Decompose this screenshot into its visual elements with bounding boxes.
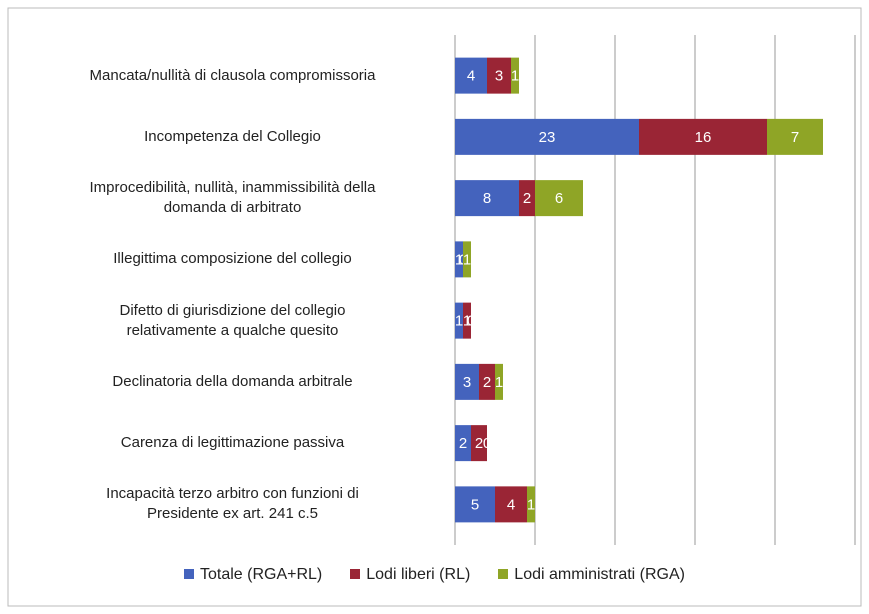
bar-segment bbox=[527, 486, 535, 523]
value-label: 0 bbox=[467, 313, 475, 330]
legend-swatch bbox=[498, 569, 509, 579]
value-label: 23 bbox=[539, 129, 556, 146]
value-label: 6 bbox=[555, 190, 563, 207]
value-label: 5 bbox=[471, 496, 479, 513]
frame bbox=[7, 7, 862, 607]
bar-segment bbox=[455, 302, 463, 339]
value-label: 1 bbox=[495, 374, 503, 391]
bar-segment bbox=[455, 425, 471, 462]
value-label: 8 bbox=[483, 190, 491, 207]
legend-item: Lodi liberi (RL) bbox=[350, 566, 470, 584]
value-label: 0 bbox=[483, 435, 491, 452]
value-label: 1 bbox=[463, 251, 471, 268]
bar-segment bbox=[639, 118, 767, 155]
value-label: 1 bbox=[463, 313, 471, 330]
category-label: Difetto di giurisdizione del collegio re… bbox=[119, 301, 346, 339]
value-label: 2 bbox=[459, 435, 467, 452]
category-label: Incapacità terzo arbitro con funzioni di… bbox=[106, 485, 359, 523]
bar-segment bbox=[511, 57, 519, 94]
bar-segment bbox=[471, 425, 487, 462]
category-label: Improcedibilità, nullità, inammissibilit… bbox=[89, 179, 376, 217]
bar-segment bbox=[495, 363, 503, 400]
bar-segment bbox=[767, 118, 823, 155]
bar-segment bbox=[455, 486, 495, 523]
category-label: Illegittima composizione del collegio bbox=[113, 250, 352, 268]
category-label: Declinatoria della domanda arbitrale bbox=[112, 372, 353, 390]
bar-segment bbox=[535, 180, 583, 217]
value-label: 4 bbox=[467, 68, 475, 85]
bar-segment bbox=[495, 486, 527, 523]
value-label: 4 bbox=[507, 496, 515, 513]
legend-swatch bbox=[350, 569, 361, 579]
legend: Totale (RGA+RL) Lodi liberi (RL) Lodi ammi… bbox=[0, 566, 869, 584]
bar-segment bbox=[463, 241, 471, 278]
legend-swatch bbox=[183, 569, 194, 579]
value-label: 3 bbox=[495, 68, 503, 85]
bar-segment bbox=[463, 302, 471, 339]
category-label: Carenza di legittimazione passiva bbox=[120, 434, 345, 452]
value-label: 1 bbox=[511, 68, 519, 85]
value-label: 2 bbox=[483, 374, 491, 391]
legend-label: Lodi amministrati (RGA) bbox=[514, 566, 685, 583]
bar-segment bbox=[479, 363, 495, 400]
value-label: 2 bbox=[475, 435, 483, 452]
bar-segment bbox=[455, 118, 639, 155]
legend-item: Lodi amministrati (RGA) bbox=[498, 566, 685, 584]
value-label: 1 bbox=[455, 313, 463, 330]
value-label: 2 bbox=[523, 190, 531, 207]
value-label: 16 bbox=[695, 129, 712, 146]
bar-segment bbox=[455, 241, 463, 278]
category-label: Mancata/nullità di clausola compromissor… bbox=[89, 66, 376, 84]
legend-label: Lodi liberi (RL) bbox=[366, 566, 471, 583]
legend-item: Totale (RGA+RL) bbox=[183, 566, 323, 584]
bar-segment bbox=[519, 180, 535, 217]
bar-segment bbox=[455, 57, 487, 94]
value-label: 1 bbox=[455, 251, 463, 268]
value-label: 7 bbox=[791, 129, 799, 146]
bar-segment bbox=[455, 363, 479, 400]
value-label: 3 bbox=[463, 374, 471, 391]
legend-label: Totale (RGA+RL) bbox=[199, 566, 323, 583]
category-label: Incompetenza del Collegio bbox=[144, 127, 321, 145]
bar-segment bbox=[455, 180, 519, 217]
bar-segment bbox=[487, 57, 511, 94]
value-label: 1 bbox=[527, 496, 535, 513]
